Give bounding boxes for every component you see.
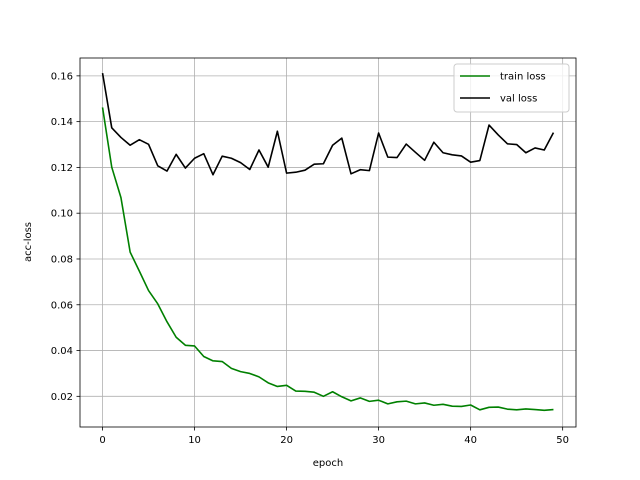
x-tick-label: 30 — [372, 435, 385, 446]
legend: train loss val loss — [453, 63, 570, 113]
y-tick-label: 0.04 — [51, 346, 73, 357]
x-axis-ticks: 0 10 20 30 40 50 — [99, 427, 569, 446]
x-tick-label: 20 — [280, 435, 293, 446]
y-tick-label: 0.16 — [51, 71, 73, 82]
x-tick-label: 0 — [99, 435, 105, 446]
x-tick-label: 50 — [556, 435, 569, 446]
plot-area — [80, 58, 576, 427]
x-tick-label: 40 — [464, 435, 477, 446]
horizontal-gridlines — [80, 75, 576, 397]
x-tick-label: 10 — [188, 435, 201, 446]
y-tick-label: 0.02 — [51, 392, 73, 403]
val-loss-line — [101, 72, 555, 176]
legend-label-val-loss: val loss — [500, 94, 537, 105]
vertical-gridlines — [102, 58, 564, 427]
y-axis-label: acc-loss — [23, 222, 34, 262]
y-tick-label: 0.14 — [51, 117, 73, 128]
x-axis-label: epoch — [313, 458, 343, 469]
y-tick-label: 0.10 — [51, 209, 73, 220]
legend-label-train-loss: train loss — [500, 72, 546, 83]
y-tick-label: 0.08 — [51, 254, 73, 265]
y-axis-ticks: 0.02 0.04 0.06 0.08 0.10 0.12 0.14 0.16 — [51, 71, 80, 403]
plot-frame — [79, 57, 577, 428]
train-loss-line — [101, 107, 554, 412]
y-tick-label: 0.06 — [51, 300, 73, 311]
series-lines — [101, 72, 555, 412]
y-tick-label: 0.12 — [51, 163, 73, 174]
